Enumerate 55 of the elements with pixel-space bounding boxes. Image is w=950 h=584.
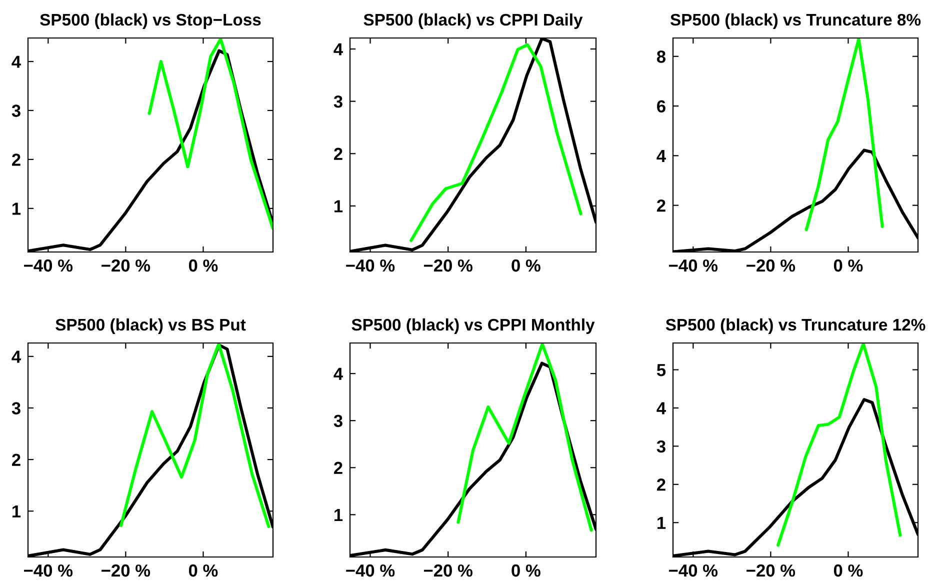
x-tick-label: −20 %	[746, 259, 796, 272]
line-series	[776, 343, 902, 547]
y-tick-label: 3	[334, 414, 342, 428]
x-tick-label: 0 %	[512, 259, 540, 272]
y-tick-label: 4	[656, 150, 666, 162]
y-tick-label: 8	[656, 50, 666, 63]
x-tick-label: −40 %	[669, 564, 718, 577]
x-tick-label: −20 %	[746, 564, 796, 577]
y-tick-label: 4	[334, 43, 343, 56]
y-tick-label: 2	[334, 148, 342, 160]
y-tick-label: 4	[12, 56, 21, 68]
x-tick-label: −40 %	[24, 259, 73, 272]
line-series	[120, 343, 270, 528]
y-tick-label: 1	[12, 202, 21, 215]
line-series	[410, 43, 582, 242]
chart-title: SP500 (black) vs BS Put	[56, 318, 246, 334]
y-tick-label: 5	[656, 364, 666, 376]
chart-title: SP500 (black) vs CPPI Daily	[364, 13, 583, 29]
chart-title: SP500 (black) vs CPPI Monthly	[352, 318, 595, 334]
line-series	[456, 343, 593, 532]
x-tick-label: 0 %	[188, 259, 218, 272]
x-tick-label: 0 %	[834, 259, 863, 272]
y-tick-label: 3	[334, 95, 342, 108]
y-tick-label: 2	[657, 199, 666, 212]
y-tick-label: 1	[334, 509, 343, 521]
y-tick-label: 1	[334, 200, 343, 212]
y-tick-label: 1	[657, 516, 666, 529]
y-tick-label: 3	[12, 104, 20, 117]
y-tick-label: 3	[12, 402, 20, 414]
x-tick-label: −40 %	[24, 564, 73, 577]
x-tick-label: 0 %	[834, 564, 863, 577]
line-series	[148, 38, 273, 230]
x-tick-label: −40 %	[346, 564, 395, 577]
line-series	[804, 38, 884, 232]
x-tick-label: 0 %	[512, 564, 540, 577]
x-tick-label: −20 %	[102, 564, 150, 577]
x-tick-label: −20 %	[102, 259, 150, 272]
x-tick-label: −20 %	[424, 564, 472, 577]
y-tick-label: 3	[656, 440, 666, 453]
y-tick-label: 4	[656, 402, 666, 414]
x-tick-label: −40 %	[346, 259, 395, 272]
x-tick-label: 0 %	[188, 564, 218, 577]
y-tick-label: 4	[12, 350, 21, 363]
x-tick-label: −40 %	[669, 259, 718, 272]
chart-title: SP500 (black) vs Truncature 8%	[670, 13, 921, 29]
y-tick-label: 1	[12, 505, 21, 518]
y-tick-label: 2	[12, 154, 20, 166]
y-tick-label: 6	[657, 100, 666, 112]
y-tick-label: 2	[334, 462, 342, 474]
y-tick-label: 4	[334, 368, 343, 380]
x-tick-label: −20 %	[424, 259, 472, 272]
y-tick-label: 2	[657, 478, 666, 491]
chart-title: SP500 (black) vs Stop−Loss	[40, 13, 261, 29]
y-tick-label: 2	[12, 454, 20, 466]
chart-title: SP500 (black) vs Truncature 12%	[666, 318, 926, 334]
